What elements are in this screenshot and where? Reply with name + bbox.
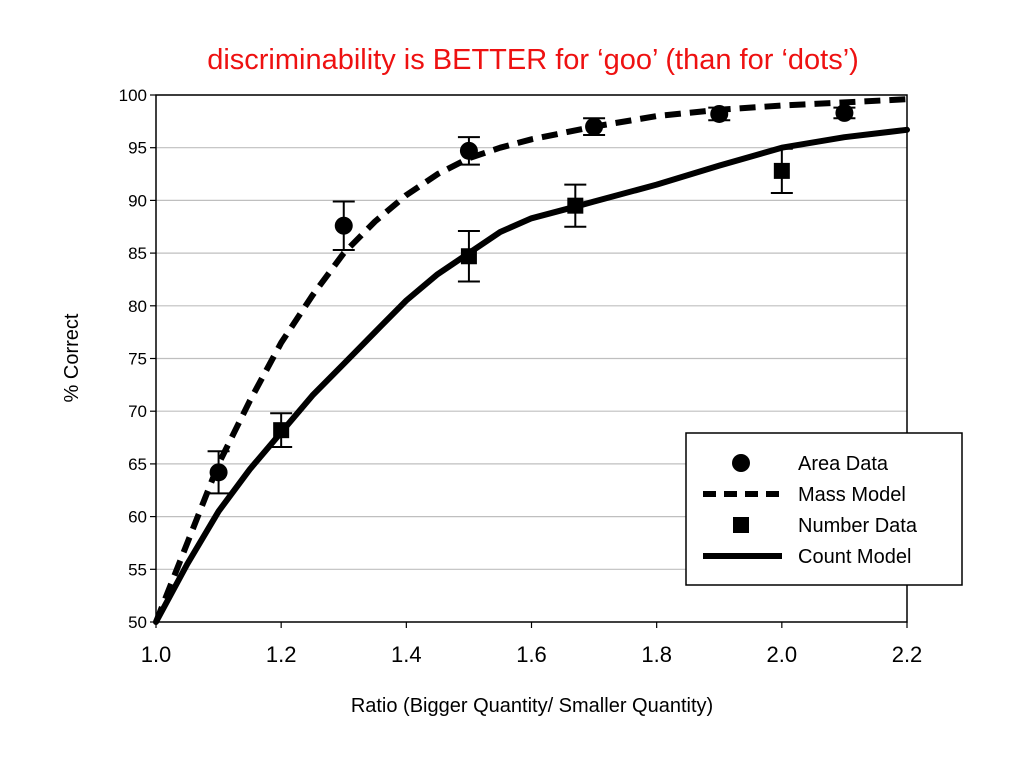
y-tick-label: 95 <box>128 139 147 158</box>
y-tick-label: 50 <box>128 613 147 632</box>
series-layer <box>153 96 910 625</box>
number-data-legend-marker <box>733 517 749 533</box>
number-data-point <box>460 248 477 265</box>
x-tick-label: 1.0 <box>141 642 172 667</box>
area-data-point <box>334 216 353 235</box>
legend: Area Data Mass Model Number Data Count Mode… <box>685 432 963 586</box>
legend-box <box>685 432 963 586</box>
plot-frame <box>155 94 908 623</box>
x-tick-label: 1.4 <box>391 642 422 667</box>
area-data-point <box>459 141 478 160</box>
number-data-point <box>773 162 790 179</box>
x-tick-label: 2.2 <box>892 642 923 667</box>
y-axis-title: % Correct <box>61 313 83 402</box>
number-data-legend-label: Number Data <box>798 515 918 537</box>
x-axis-title: Ratio (Bigger Quantity/ Smaller Quantity… <box>351 695 713 717</box>
x-tick-label: 1.2 <box>266 642 297 667</box>
slide-title: discriminability is BETTER for ‘goo’ (th… <box>207 44 859 76</box>
y-tick-label: 85 <box>128 244 147 263</box>
y-tick-label: 80 <box>128 297 147 316</box>
area-data-point <box>835 103 854 122</box>
axes: 50 55 60 65 70 75 80 85 90 95 100 1.0 1.2 1.4 1.6 1.8 2.… <box>119 86 923 667</box>
x-tick-label: 1.6 <box>516 642 547 667</box>
y-tick-label: 100 <box>119 86 147 105</box>
y-tick-label: 75 <box>128 350 147 369</box>
area-data-legend-label: Area Data <box>798 453 889 475</box>
mass-model-legend-label: Mass Model <box>798 484 906 506</box>
area-data-point <box>710 104 729 123</box>
area-data-legend-marker <box>732 454 750 472</box>
y-tick-label: 65 <box>128 455 147 474</box>
area-data-point <box>585 117 604 136</box>
x-tick-label: 2.0 <box>767 642 798 667</box>
count-model-line <box>153 126 910 625</box>
y-tick-label: 70 <box>128 402 147 421</box>
y-tick-label: 90 <box>128 191 147 210</box>
area-data-point <box>209 463 228 482</box>
number-data-point <box>273 422 290 439</box>
count-model-legend-label: Count Model <box>798 546 911 568</box>
y-tick-label: 60 <box>128 508 147 527</box>
y-tick-label: 55 <box>128 560 147 579</box>
x-tick-label: 1.8 <box>641 642 672 667</box>
number-data-point <box>567 197 584 214</box>
